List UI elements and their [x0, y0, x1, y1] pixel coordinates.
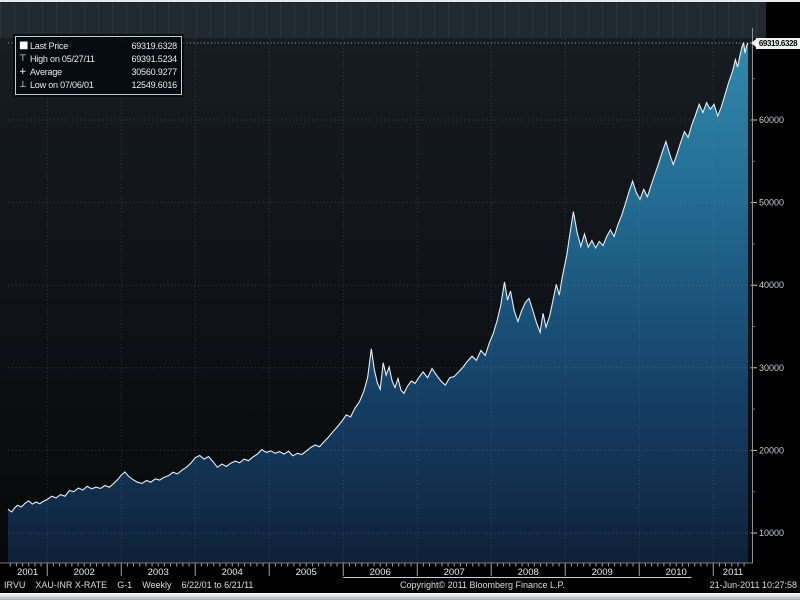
legend-label: Last Price: [30, 40, 69, 51]
legend-row-average: + Average 30560.9277: [19, 65, 177, 78]
copyright-text: Copyright© 2011 Bloomberg Finance L.P.: [400, 580, 565, 590]
status-security: XAU-INR X-RATE: [35, 580, 108, 590]
svg-text:2009: 2009: [592, 567, 613, 578]
status-left: IRVU XAU-INR X-RATE G-1 Weekly 6/22/01 to 6/…: [4, 578, 263, 593]
svg-text:2005: 2005: [296, 567, 317, 578]
axes: [0, 28, 757, 576]
legend-row-high: ⊤ High on 05/27/11 69391.5234: [19, 52, 177, 65]
svg-text:2006: 2006: [370, 567, 391, 578]
legend-row-last-price: ■ Last Price 69319.6328: [19, 39, 177, 52]
series-key-square-icon: ■: [19, 40, 29, 51]
svg-text:30000: 30000: [759, 363, 784, 373]
svg-text:2010: 2010: [666, 567, 687, 578]
svg-text:2011: 2011: [723, 567, 743, 578]
svg-text:2001: 2001: [17, 567, 38, 578]
legend-row-low: ⊥ Low on 07/06/01 12549.6016: [19, 78, 177, 91]
svg-text:40000: 40000: [759, 280, 784, 290]
chart-top-margin-band: [0, 2, 766, 39]
status-bar: IRVU XAU-INR X-RATE G-1 Weekly 6/22/01 to 6/…: [0, 578, 800, 593]
svg-text:2003: 2003: [148, 567, 169, 578]
svg-text:20000: 20000: [759, 445, 784, 455]
chart-legend-box[interactable]: ■ Last Price 69319.6328 ⊤ High on 05/27/…: [15, 36, 182, 95]
legend-label: High on 05/27/11: [30, 53, 95, 64]
x-axis-year-labels: 2001 2002 2003 2004 2005 2006 2007 2008 2009 2010…: [17, 567, 743, 578]
status-date-range: 6/22/01 to 6/21/11: [181, 580, 254, 590]
svg-text:10000: 10000: [759, 528, 784, 538]
timestamp: 21-Jun-2011 10:27:58: [709, 580, 797, 590]
legend-value: 69319.6328: [131, 40, 177, 51]
legend-value: 30560.9277: [131, 66, 177, 77]
grid-lines: [8, 38, 752, 563]
svg-text:60000: 60000: [759, 115, 784, 125]
legend-value: 69391.5234: [131, 53, 177, 64]
window-bottom-border: [0, 593, 800, 600]
y-axis-tick-labels: 10000 20000 30000 40000 50000 60000: [759, 115, 784, 538]
svg-text:2004: 2004: [222, 567, 243, 578]
legend-label: Average: [30, 66, 62, 77]
svg-text:50000: 50000: [759, 198, 784, 208]
average-marker-icon: +: [19, 66, 27, 77]
price-area-fill: [8, 42, 748, 563]
last-price-axis-badge: 69319.6328: [751, 37, 800, 49]
status-periodicity: Weekly: [142, 580, 172, 590]
status-chart-id: G-1: [117, 580, 133, 590]
legend-label: Low on 07/06/01: [30, 79, 94, 90]
svg-text:2008: 2008: [518, 567, 539, 578]
high-marker-icon: ⊤: [19, 53, 27, 64]
svg-text:2002: 2002: [74, 567, 95, 578]
status-ticker: IRVU: [4, 580, 26, 590]
low-marker-icon: ⊥: [19, 79, 27, 90]
window-top-border: [0, 0, 800, 2]
svg-text:2007: 2007: [444, 567, 465, 578]
price-line: [7, 42, 749, 513]
legend-value: 12549.6016: [131, 79, 177, 90]
